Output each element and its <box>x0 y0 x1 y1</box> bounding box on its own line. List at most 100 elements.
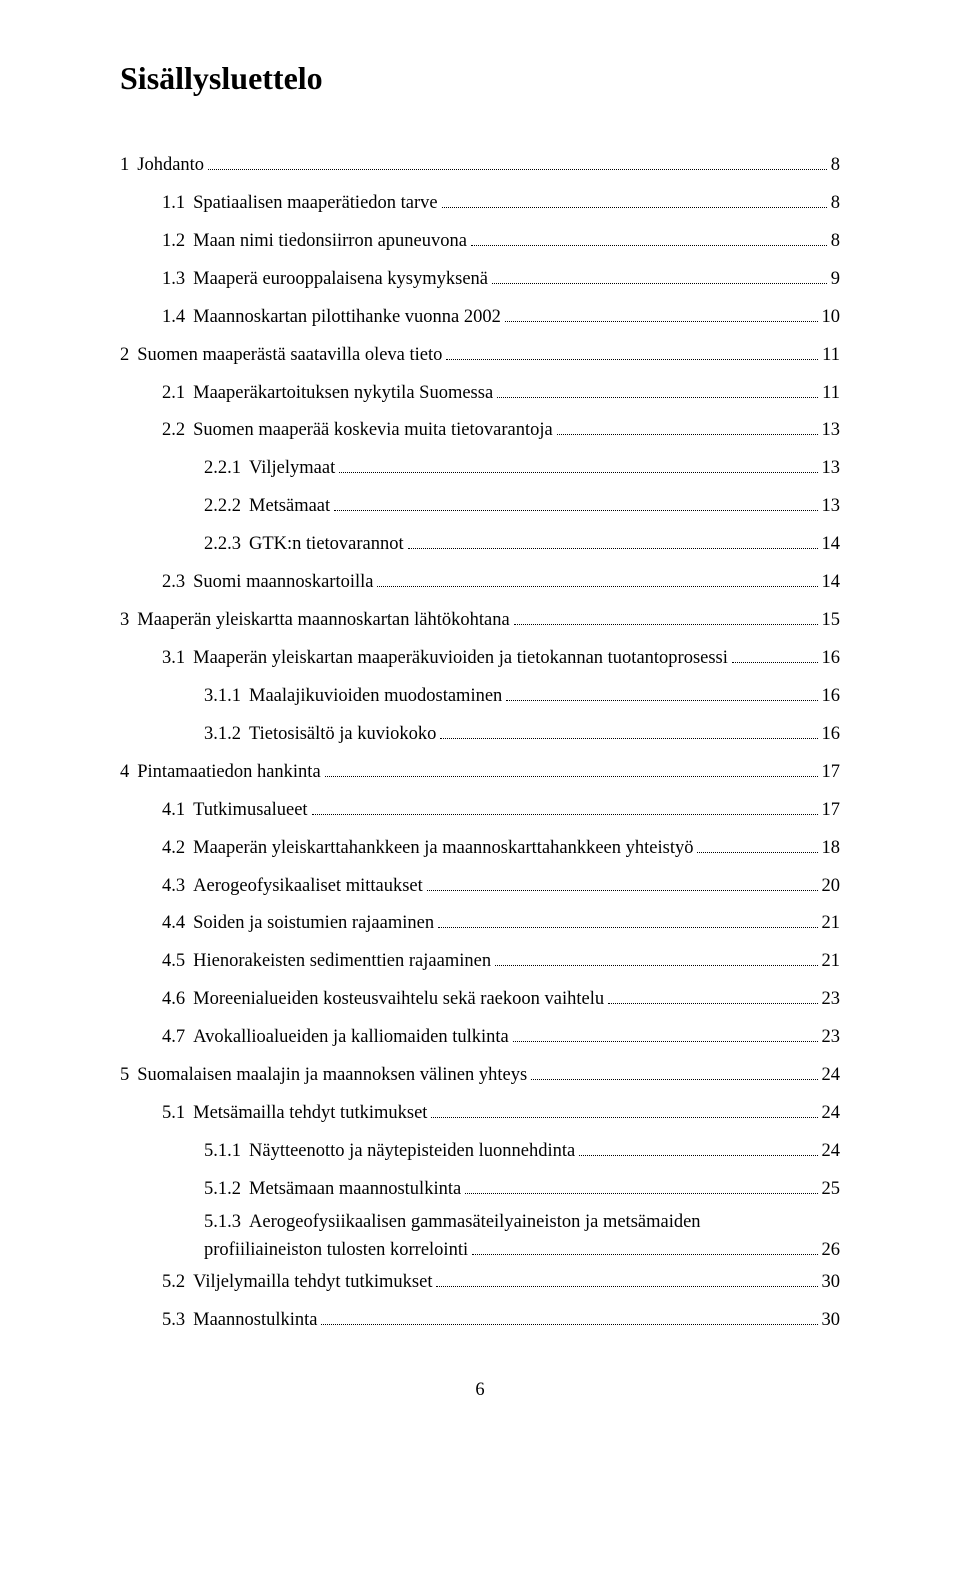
toc-leader <box>312 814 818 815</box>
toc-entry-text: Maan nimi tiedonsiirron apuneuvona <box>193 223 467 261</box>
toc-leader <box>557 434 818 435</box>
toc-entry-text: Avokallioalueiden ja kalliomaiden tulkin… <box>193 1019 509 1057</box>
toc-entry-number: 5.1.2 <box>204 1171 249 1209</box>
toc-entry-number: 1.1 <box>162 185 193 223</box>
toc-entry[interactable]: 1.3Maaperä eurooppalaisena kysymyksenä9 <box>120 261 840 299</box>
toc-entry[interactable]: 3.1.1Maalajikuvioiden muodostaminen16 <box>120 678 840 716</box>
toc-entry[interactable]: 4.4Soiden ja soistumien rajaaminen 21 <box>120 905 840 943</box>
toc-entry[interactable]: 5.3Maannostulkinta30 <box>120 1302 840 1340</box>
toc-entry-page: 16 <box>822 640 841 678</box>
toc-entry[interactable]: 4Pintamaatiedon hankinta17 <box>120 754 840 792</box>
toc-leader <box>732 662 818 663</box>
toc-leader <box>339 472 817 473</box>
toc-leader <box>446 359 818 360</box>
toc-entry-number: 3 <box>120 602 137 640</box>
toc-entry[interactable]: 4.7Avokallioalueiden ja kalliomaiden tul… <box>120 1019 840 1057</box>
toc-entry[interactable]: 3.1.2Tietosisältö ja kuviokoko16 <box>120 716 840 754</box>
toc-entry-number: 5.1.3 <box>204 1209 249 1237</box>
toc-entry[interactable]: 5.1Metsämailla tehdyt tutkimukset24 <box>120 1095 840 1133</box>
toc-entry[interactable]: 2.3Suomi maannoskartoilla14 <box>120 564 840 602</box>
toc-entry-page: 18 <box>822 830 841 868</box>
toc-entry[interactable]: 5.1.3Aerogeofysiikaalisen gammasäteilyai… <box>120 1209 840 1265</box>
toc-entry-text: Spatiaalisen maaperätiedon tarve <box>193 185 438 223</box>
toc-entry[interactable]: 5.1.1Näytteenotto ja näytepisteiden luon… <box>120 1133 840 1171</box>
toc-entry-page: 20 <box>822 868 841 906</box>
toc-leader <box>492 283 827 284</box>
toc-entry[interactable]: 2.2.2Metsämaat13 <box>120 488 840 526</box>
toc-entry-text: Maannostulkinta <box>193 1302 317 1340</box>
toc-entry[interactable]: 1Johdanto8 <box>120 147 840 185</box>
toc-entry-page: 14 <box>822 564 841 602</box>
toc-entry-number: 2.2.2 <box>204 488 249 526</box>
toc-entry-text: Viljelymaat <box>249 450 335 488</box>
toc-entry[interactable]: 5Suomalaisen maalajin ja maannoksen väli… <box>120 1057 840 1095</box>
toc-entry[interactable]: 2.2.3GTK:n tietovarannot 14 <box>120 526 840 564</box>
toc-entry-page: 23 <box>822 1019 841 1057</box>
toc-leader <box>408 548 818 549</box>
toc-entry[interactable]: 2.2Suomen maaperää koskevia muita tietov… <box>120 412 840 450</box>
toc-entry-text: Suomen maaperää koskevia muita tietovara… <box>193 412 553 450</box>
toc-entry-text: Hienorakeisten sedimenttien rajaaminen <box>193 943 491 981</box>
toc-entry[interactable]: 3Maaperän yleiskartta maannoskartan läht… <box>120 602 840 640</box>
toc-entry-page: 21 <box>822 905 841 943</box>
toc-entry[interactable]: 5.1.2Metsämaan maannostulkinta25 <box>120 1171 840 1209</box>
toc-leader <box>431 1117 817 1118</box>
toc-entry[interactable]: 4.1Tutkimusalueet17 <box>120 792 840 830</box>
toc-entry[interactable]: 1.4Maannoskartan pilottihanke vuonna 200… <box>120 299 840 337</box>
toc-entry-number: 3.1.2 <box>204 716 249 754</box>
toc-leader <box>471 245 827 246</box>
toc-entry-page: 13 <box>822 412 841 450</box>
toc-entry-text: Maaperän yleiskartan maaperäkuvioiden ja… <box>193 640 728 678</box>
toc-entry-number: 5.3 <box>162 1302 193 1340</box>
toc-entry-page: 23 <box>822 981 841 1019</box>
toc-entry-number: 2.3 <box>162 564 193 602</box>
document-page: Sisällysluettelo 1Johdanto81.1Spatiaalis… <box>0 0 960 1441</box>
toc-entry-text: Pintamaatiedon hankinta <box>137 754 320 792</box>
toc-leader <box>505 321 818 322</box>
toc-entry[interactable]: 1.2Maan nimi tiedonsiirron apuneuvona8 <box>120 223 840 261</box>
toc-entry-page: 9 <box>831 261 840 299</box>
toc-entry[interactable]: 5.2Viljelymailla tehdyt tutkimukset30 <box>120 1264 840 1302</box>
toc-leader <box>377 586 817 587</box>
toc-entry-text: Aerogeofysikaaliset mittaukset <box>193 868 423 906</box>
toc-leader <box>438 927 817 928</box>
toc-entry-text: GTK:n tietovarannot <box>249 526 404 564</box>
toc-leader <box>325 776 818 777</box>
toc-entry[interactable]: 2Suomen maaperästä saatavilla oleva tiet… <box>120 337 840 375</box>
toc-entry-number: 2.2 <box>162 412 193 450</box>
toc-entry-text: Soiden ja soistumien rajaaminen <box>193 905 434 943</box>
toc-leader <box>436 1286 817 1287</box>
toc-entry-page: 8 <box>831 185 840 223</box>
toc-entry-number: 4.5 <box>162 943 193 981</box>
toc-entry-text: Johdanto <box>137 147 204 185</box>
toc-leader <box>334 510 817 511</box>
toc-entry[interactable]: 4.6Moreenialueiden kosteusvaihtelu sekä … <box>120 981 840 1019</box>
toc-entry-page: 14 <box>822 526 841 564</box>
toc-leader <box>513 1041 818 1042</box>
toc-entry[interactable]: 2.2.1Viljelymaat13 <box>120 450 840 488</box>
toc-entry-number: 4.7 <box>162 1019 193 1057</box>
toc-entry-text: Maaperän yleiskartta maannoskartan lähtö… <box>137 602 509 640</box>
toc-leader <box>531 1079 817 1080</box>
toc-entry[interactable]: 2.1Maaperäkartoituksen nykytila Suomessa… <box>120 375 840 413</box>
toc-entry-text: Näytteenotto ja näytepisteiden luonnehdi… <box>249 1133 575 1171</box>
toc-entry-text: Suomalaisen maalajin ja maannoksen välin… <box>137 1057 527 1095</box>
toc-entry[interactable]: 3.1Maaperän yleiskartan maaperäkuvioiden… <box>120 640 840 678</box>
toc-entry-text: profiiliaineiston tulosten korrelointi <box>204 1237 468 1265</box>
toc-entry-number: 4.4 <box>162 905 193 943</box>
toc-entry-page: 24 <box>822 1057 841 1095</box>
toc-entry[interactable]: 1.1Spatiaalisen maaperätiedon tarve 8 <box>120 185 840 223</box>
toc-entry-page: 21 <box>822 943 841 981</box>
toc-entry-number: 2.2.3 <box>204 526 249 564</box>
toc-entry-number: 3.1.1 <box>204 678 249 716</box>
toc-entry-text: Suomen maaperästä saatavilla oleva tieto <box>137 337 442 375</box>
toc-entry-page: 25 <box>822 1171 841 1209</box>
toc-entry-text: Metsämaat <box>249 488 330 526</box>
toc-leader <box>427 890 818 891</box>
toc-entry[interactable]: 4.3Aerogeofysikaaliset mittaukset20 <box>120 868 840 906</box>
toc-entry[interactable]: 4.5Hienorakeisten sedimenttien rajaamine… <box>120 943 840 981</box>
toc-leader <box>440 738 817 739</box>
toc-entry-number: 4 <box>120 754 137 792</box>
toc-entry[interactable]: 4.2Maaperän yleiskarttahankkeen ja maann… <box>120 830 840 868</box>
toc-entry-number: 3.1 <box>162 640 193 678</box>
